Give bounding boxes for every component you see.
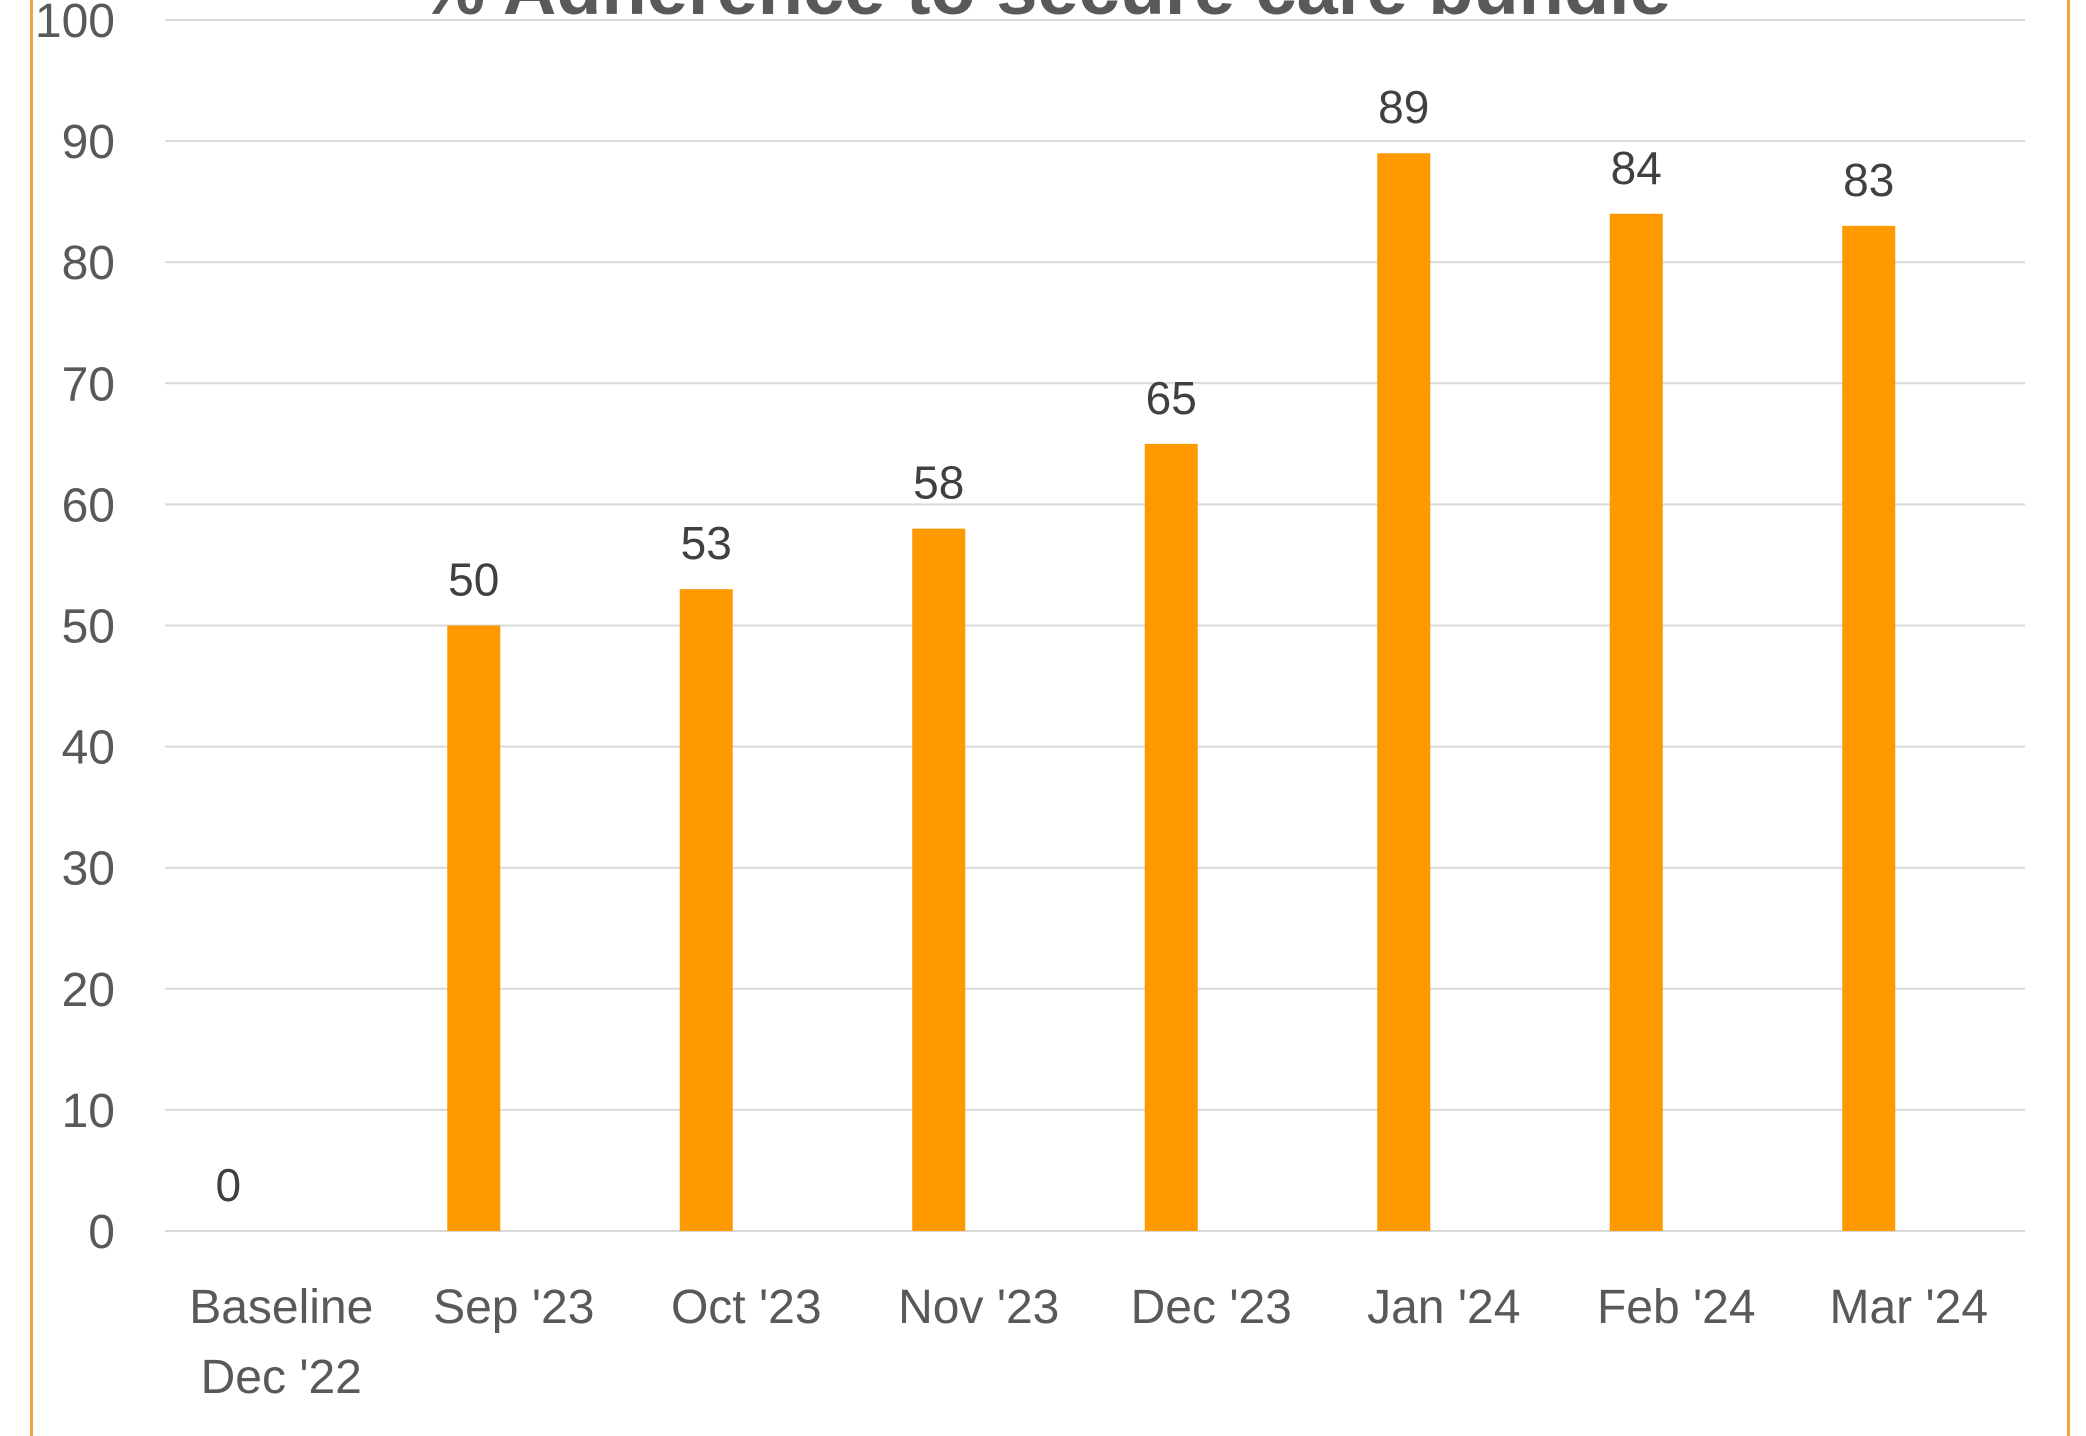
y-tick-label-10: 10 (62, 1085, 115, 1138)
y-tick-label-100: 100 (35, 0, 115, 48)
x-tick-label-3: Nov '23 (898, 1281, 1059, 1334)
bar-4 (1144, 443, 1198, 1232)
bar-7 (1842, 225, 1896, 1231)
chart-title: % Adherence to secure care bundle (419, 0, 1671, 30)
y-tick-label-90: 90 (62, 116, 115, 169)
gridlines (165, 19, 2025, 1232)
data-label-6: 84 (1611, 142, 1662, 194)
y-tick-label-0: 0 (88, 1206, 115, 1259)
y-tick-label-70: 70 (62, 358, 115, 411)
x-tick-label-7: Mar '24 (1829, 1281, 1988, 1334)
bar-2 (679, 589, 733, 1231)
x-tick-label-5: Jan '24 (1367, 1281, 1520, 1334)
bar-1 (447, 625, 501, 1231)
data-label-1: 50 (448, 554, 499, 606)
bar-5 (1377, 153, 1431, 1232)
y-axis-tick-labels: 0 10 20 30 40 50 60 70 80 90 100 (35, 0, 115, 1259)
data-label-3: 58 (913, 457, 964, 509)
x-axis-category-labels: Baseline Dec '22 Sep '23 Oct '23 Nov '23 Dec … (189, 1281, 1988, 1404)
y-tick-label-50: 50 (62, 601, 115, 654)
x-tick-label-0-line-0: Baseline (189, 1281, 373, 1334)
data-label-5: 89 (1378, 81, 1429, 133)
bar-6 (1609, 213, 1663, 1231)
bars (447, 153, 1896, 1232)
x-tick-label-1: Sep '23 (433, 1281, 594, 1334)
data-labels: 0 50 53 58 65 89 84 83 (215, 81, 1894, 1211)
y-tick-label-20: 20 (62, 964, 115, 1017)
data-label-0: 0 (215, 1159, 241, 1211)
chart-frame (30, 0, 2070, 1436)
data-label-7: 83 (1843, 154, 1894, 206)
x-tick-label-6: Feb '24 (1597, 1281, 1756, 1334)
y-tick-label-80: 80 (62, 237, 115, 290)
x-tick-label-4: Dec '23 (1131, 1281, 1292, 1334)
bar-3 (912, 528, 966, 1231)
data-label-4: 65 (1146, 372, 1197, 424)
data-label-2: 53 (681, 517, 732, 569)
y-tick-label-40: 40 (62, 722, 115, 775)
x-tick-label-0-line-1: Dec '22 (201, 1351, 362, 1404)
y-tick-label-30: 30 (62, 843, 115, 896)
x-tick-label-2: Oct '23 (671, 1281, 822, 1334)
y-tick-label-60: 60 (62, 479, 115, 532)
